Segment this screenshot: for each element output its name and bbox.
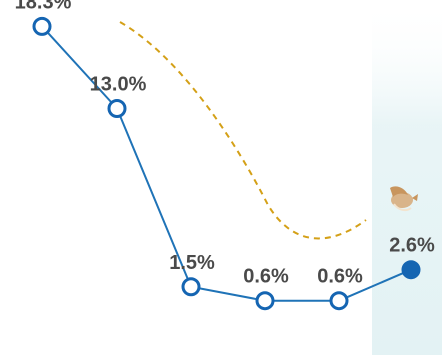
bird-icon bbox=[390, 186, 418, 212]
data-label-3: 1.5% bbox=[169, 252, 215, 274]
markers-layer bbox=[32, 16, 421, 311]
data-label-1: 18.3% bbox=[15, 0, 72, 13]
data-point-1 bbox=[32, 16, 52, 36]
data-label-2: 13.0% bbox=[90, 74, 147, 96]
data-point-2 bbox=[107, 99, 127, 118]
data-label-6: 2.6% bbox=[389, 235, 435, 257]
labels-layer: 18.3% 13.0% 1.5% 0.6% 0.6% 2.6% bbox=[15, 0, 435, 288]
data-label-5: 0.6% bbox=[317, 266, 363, 288]
trend-curve bbox=[119, 21, 367, 240]
series-line bbox=[41, 25, 412, 302]
data-point-5 bbox=[329, 291, 349, 311]
data-label-4: 0.6% bbox=[243, 266, 289, 288]
data-point-6 bbox=[401, 260, 421, 280]
data-point-4 bbox=[255, 291, 275, 311]
highlight-panel bbox=[372, 0, 442, 355]
data-point-3 bbox=[181, 277, 201, 297]
